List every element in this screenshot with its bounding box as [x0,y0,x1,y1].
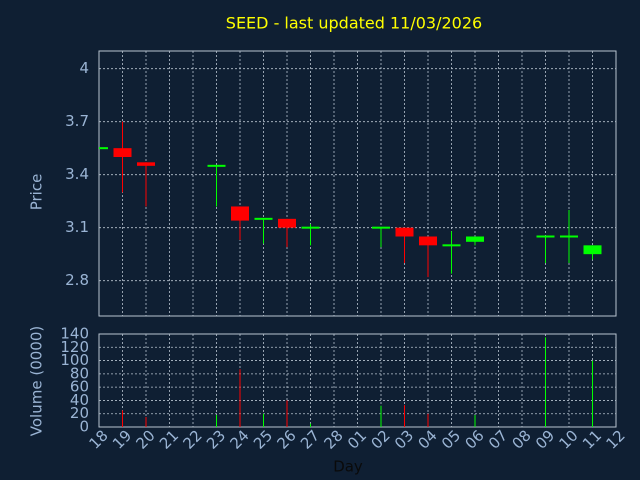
x-tick-label: 09 [532,427,558,453]
y-tick-label: 100 [60,351,89,369]
candle-body [583,245,602,255]
x-tick-label: 11 [579,427,605,453]
x-tick-label: 23 [203,427,229,453]
y-axis-label: Volume (0000) [28,326,46,436]
x-tick-label: 10 [556,427,582,453]
x-tick-label: 03 [391,427,417,453]
y-tick-label: 0 [79,418,89,436]
plot-frame [98,50,617,317]
y-tick-label: 3.1 [65,218,89,236]
x-tick-label: 01 [344,427,370,453]
x-axis-label: Day [333,458,363,476]
x-tick-label: 04 [415,427,441,453]
x-tick-label: 02 [368,427,394,453]
x-tick-label: 20 [133,427,159,453]
x-tick-label: 19 [109,427,135,453]
plot-frame [98,333,617,428]
x-tick-label: 05 [438,427,464,453]
candle-body [278,218,296,228]
chart-title: SEED - last updated 11/03/2026 [226,14,482,33]
y-tick-label: 60 [70,378,89,396]
x-tick-label: 28 [321,427,347,453]
candle-body [99,147,108,150]
y-tick-label: 2.8 [65,271,89,289]
candle-body [395,227,414,237]
x-tick-label: 25 [250,427,276,453]
y-tick-label: 140 [60,325,89,343]
x-tick-label: 27 [297,427,323,453]
x-tick-label: 22 [180,427,206,453]
x-tick-label: 26 [274,427,300,453]
y-tick-label: 3.7 [65,112,89,130]
candle-body [442,244,461,247]
x-tick-label: 24 [227,427,253,453]
candle-body [419,236,437,246]
x-tick-label: 06 [462,427,488,453]
x-tick-label: 08 [509,427,535,453]
x-tick-label: 18 [86,427,112,453]
y-tick-label: 120 [60,338,89,356]
candle-body [560,235,578,238]
candle-body [372,226,390,229]
candle-body [254,217,273,220]
y-axis-label: Price [28,174,46,211]
candle-body [231,206,249,221]
x-tick-label: 12 [603,427,629,453]
candle-body [137,162,155,166]
y-tick-label: 80 [70,364,89,382]
candle-body [466,236,484,242]
candle-body [207,164,226,167]
y-tick-label: 40 [70,391,89,409]
x-tick-label: 21 [156,427,182,453]
y-tick-label: 20 [70,404,89,422]
y-tick-label: 3.4 [65,165,89,183]
candle-body [536,235,555,238]
candle-body [113,148,132,157]
y-tick-label: 4 [79,59,89,77]
candle-body [301,226,320,229]
x-tick-label: 07 [485,427,511,453]
